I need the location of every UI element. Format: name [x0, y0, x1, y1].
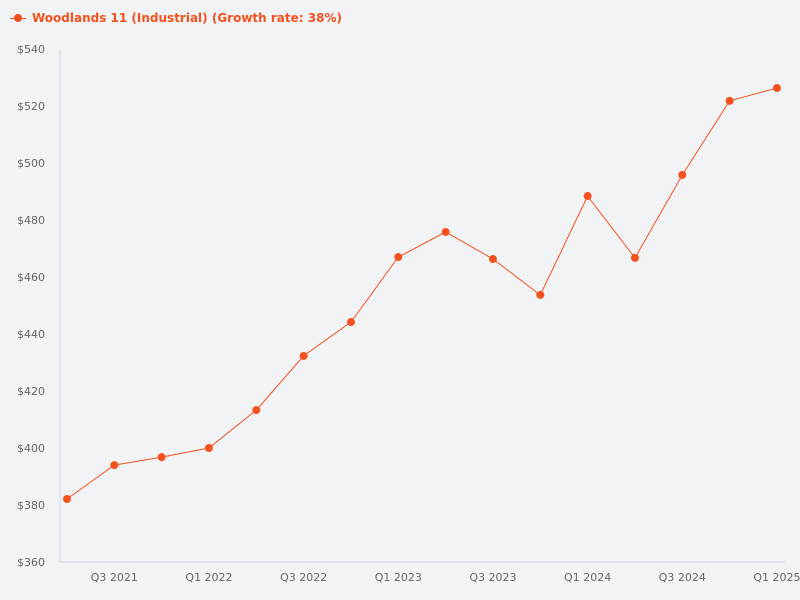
- y-tick-label: $400: [17, 442, 45, 455]
- x-tick-label: Q3 2022: [280, 571, 327, 584]
- x-tick-label: Q1 2023: [375, 571, 422, 584]
- x-tick-label: Q1 2024: [564, 571, 611, 584]
- data-point[interactable]: [299, 351, 308, 360]
- data-point[interactable]: [346, 318, 355, 327]
- y-tick-label: $360: [17, 556, 45, 569]
- y-tick-label: $440: [17, 328, 45, 341]
- series-line: [66, 87, 778, 500]
- y-tick-label: $380: [17, 499, 45, 512]
- y-tick-label: $540: [17, 43, 45, 56]
- series-woodlands-11: [63, 84, 781, 504]
- x-tick-label: Q1 2022: [185, 571, 232, 584]
- data-point[interactable]: [488, 255, 497, 264]
- chart-legend[interactable]: Woodlands 11 (Industrial) (Growth rate: …: [10, 8, 342, 28]
- y-axis: $360 $380 $400 $420 $440 $460 $480 $500 $520 $540: [17, 43, 61, 569]
- data-point[interactable]: [110, 461, 119, 470]
- legend-line-marker-icon: [10, 13, 26, 23]
- data-point[interactable]: [772, 84, 781, 93]
- data-point[interactable]: [63, 495, 71, 504]
- x-tick-label: Q3 2021: [91, 571, 138, 584]
- data-point[interactable]: [630, 253, 639, 262]
- data-point[interactable]: [441, 227, 450, 236]
- legend-label: Woodlands 11 (Industrial) (Growth rate: …: [32, 11, 342, 25]
- y-tick-label: $460: [17, 271, 45, 284]
- y-tick-label: $520: [17, 100, 45, 113]
- data-point[interactable]: [157, 453, 166, 462]
- data-point[interactable]: [725, 96, 734, 105]
- x-axis: Q3 2021 Q1 2022 Q3 2022 Q1 2023 Q3 2023 Q1 20…: [60, 561, 800, 584]
- data-point[interactable]: [678, 170, 687, 179]
- x-tick-label: Q1 2025: [753, 571, 800, 584]
- x-tick-label: Q3 2024: [659, 571, 706, 584]
- y-tick-label: $500: [17, 157, 45, 170]
- data-point[interactable]: [252, 406, 261, 415]
- data-point[interactable]: [394, 253, 403, 262]
- data-point[interactable]: [536, 290, 545, 299]
- x-tick-label: Q3 2023: [469, 571, 516, 584]
- data-point[interactable]: [204, 444, 213, 452]
- y-tick-label: $480: [17, 214, 45, 227]
- y-tick-label: $420: [17, 385, 45, 398]
- data-point[interactable]: [583, 192, 592, 201]
